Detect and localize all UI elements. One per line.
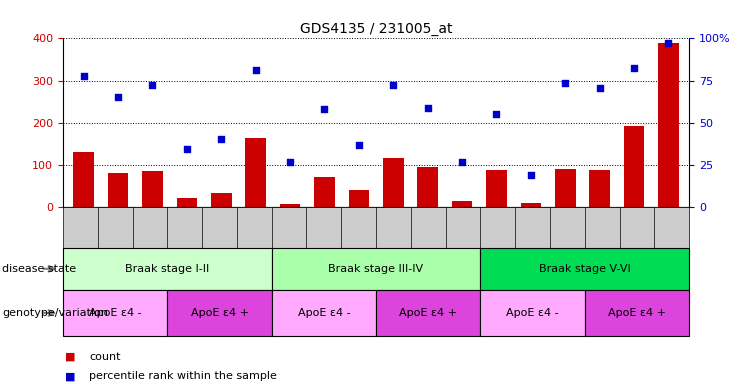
Point (662, 40, 674, 46)
Text: ■: ■ (65, 371, 76, 381)
Bar (107, 173, 128, 207)
Point (78, 73, 90, 79)
Bar (624, 126, 645, 207)
Point (181, 146, 193, 152)
Point (525, 172, 536, 178)
Point (491, 111, 502, 118)
Text: ApoE ε4 -: ApoE ε4 - (89, 308, 142, 318)
Bar (73, 152, 94, 207)
Bar (314, 177, 335, 207)
Point (284, 159, 296, 165)
Text: genotype/variation: genotype/variation (2, 308, 108, 318)
Text: ApoE ε4 +: ApoE ε4 + (190, 308, 248, 318)
Point (628, 65, 640, 71)
Bar (245, 138, 266, 207)
Bar (417, 167, 438, 207)
Point (594, 85, 605, 91)
Text: count: count (89, 352, 121, 362)
Text: ApoE ε4 +: ApoE ε4 + (608, 308, 666, 318)
Bar (383, 157, 404, 207)
Bar (658, 43, 679, 207)
Bar (520, 203, 541, 207)
Point (456, 159, 468, 165)
Point (422, 104, 433, 111)
Point (216, 136, 227, 142)
Bar (589, 170, 610, 207)
Point (559, 79, 571, 86)
Bar (555, 169, 576, 207)
Text: ApoE ε4 -: ApoE ε4 - (506, 308, 559, 318)
Text: Braak stage III-IV: Braak stage III-IV (328, 264, 424, 274)
Text: ApoE ε4 +: ApoE ε4 + (399, 308, 457, 318)
Point (147, 82, 159, 88)
Text: Braak stage V-VI: Braak stage V-VI (539, 264, 631, 274)
Text: percentile rank within the sample: percentile rank within the sample (89, 371, 277, 381)
Bar (279, 204, 300, 207)
Bar (142, 171, 163, 207)
Title: GDS4135 / 231005_at: GDS4135 / 231005_at (300, 22, 452, 36)
Point (353, 142, 365, 148)
Bar (348, 190, 369, 207)
Point (250, 67, 262, 73)
Text: Braak stage I-II: Braak stage I-II (125, 264, 210, 274)
Text: disease state: disease state (2, 264, 76, 274)
Bar (176, 198, 197, 207)
Bar (452, 201, 472, 207)
Text: ■: ■ (65, 352, 76, 362)
Bar (486, 170, 507, 207)
Point (388, 82, 399, 88)
Point (319, 106, 330, 113)
Bar (211, 193, 231, 207)
Point (112, 94, 124, 100)
Text: ApoE ε4 -: ApoE ε4 - (298, 308, 350, 318)
